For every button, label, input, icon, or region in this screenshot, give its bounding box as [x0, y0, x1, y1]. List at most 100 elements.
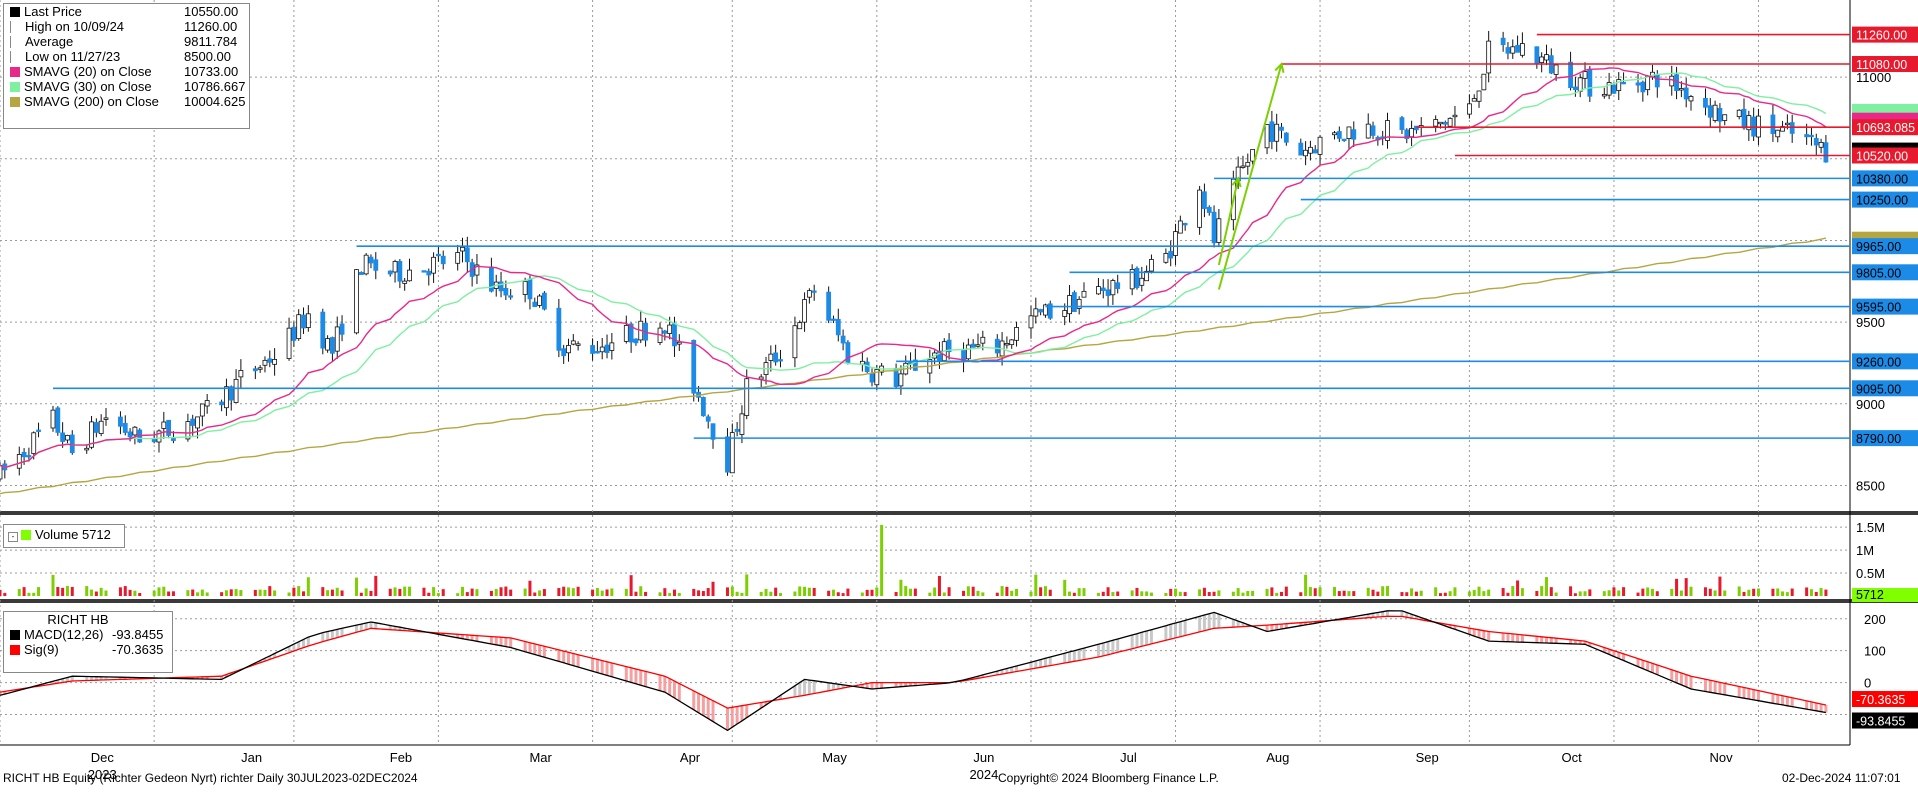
macd-legend-item[interactable]: Sig(9) -70.3635 [4, 642, 172, 657]
legend-item[interactable]: SMAVG (20) on Close 10733.00 [4, 64, 249, 79]
volume-bar [61, 587, 65, 596]
macd-legend-item[interactable]: MACD(12,26) -93.8455 [4, 627, 172, 642]
volume-bar [566, 587, 570, 596]
volume-tag [1852, 588, 1918, 602]
candle-body [522, 281, 528, 295]
volume-bar [1520, 588, 1524, 596]
volume-bar [1174, 588, 1178, 596]
volume-bar [133, 590, 137, 596]
candle-body [676, 341, 682, 345]
volume-bar [1265, 588, 1269, 596]
candle-body [1115, 282, 1121, 290]
volume-bar [600, 590, 604, 596]
volume-bar [1145, 591, 1149, 596]
collapse-icon[interactable]: - [8, 532, 18, 542]
candle-body [1081, 290, 1087, 298]
volume-bar [1448, 591, 1452, 596]
volume-bar [191, 589, 195, 596]
candle-body [224, 386, 229, 409]
candle-body [869, 373, 875, 383]
volume-bar [880, 524, 884, 596]
macd-tag-label: -93.8455 [1856, 715, 1905, 729]
level-tag-label: 9095.00 [1856, 382, 1901, 396]
volume-bar [542, 589, 546, 596]
candle-body [1336, 131, 1342, 139]
volume-bar [1737, 586, 1741, 596]
candle-body [628, 323, 634, 343]
volume-bar [1280, 591, 1284, 596]
candle-body [975, 344, 981, 347]
x-axis-label: Jul [1120, 750, 1137, 765]
candle-body [768, 353, 774, 361]
candle-body [31, 432, 37, 454]
candle-body [980, 336, 986, 344]
volume-bar [287, 592, 291, 596]
macd-tick-label: 200 [1864, 612, 1886, 627]
candle-body [421, 270, 427, 273]
legend-item[interactable]: High on 10/09/24 11260.00 [4, 19, 249, 34]
volume-bar [292, 587, 296, 596]
candle-body [1683, 87, 1689, 100]
legend-item[interactable]: SMAVG (30) on Close 10786.667 [4, 79, 249, 94]
volume-bar [1342, 590, 1346, 596]
legend-value: 11260.00 [184, 19, 238, 34]
year-label: 2023 [88, 767, 117, 782]
legend-value: 10733.00 [184, 64, 239, 79]
candle-body [238, 370, 244, 378]
volume-bar [1641, 588, 1645, 596]
candle-body [744, 378, 750, 416]
volume-bar [803, 586, 807, 596]
volume-bar [1487, 589, 1491, 596]
volume-bar [1516, 580, 1520, 596]
legend-item[interactable]: SMAVG (200) on Close 10004.625 [4, 94, 249, 109]
legend-label: SMAVG (30) on Close [24, 79, 152, 94]
legend-item[interactable]: Last Price 10550.00 [4, 4, 249, 19]
candle-body [1173, 231, 1178, 256]
volume-bar [629, 575, 633, 596]
volume-bar [422, 587, 426, 596]
candle-body [1279, 126, 1284, 131]
level-tag-label: 10250.00 [1856, 194, 1908, 208]
candle-body [802, 299, 807, 323]
volume-bar [1544, 577, 1548, 596]
volume-legend: - Volume 5712 [3, 524, 125, 548]
volume-bar [701, 591, 705, 596]
volume-bar [962, 590, 966, 596]
volume-bar [557, 588, 561, 596]
legend-item[interactable]: Low on 11/27/23 8500.00 [4, 49, 249, 64]
volume-bar [1650, 588, 1654, 596]
volume-tick-label: 0.5M [1856, 566, 1885, 581]
volume-tag-label: 5712 [1856, 588, 1884, 602]
x-axis-label: Feb [390, 750, 412, 765]
candle-body [1568, 61, 1573, 89]
candle-body [1640, 81, 1646, 93]
volume-bar [1684, 578, 1688, 596]
level-tag [1852, 298, 1918, 315]
volume-bar [1617, 590, 1621, 596]
volume-bar [528, 580, 532, 596]
candle-body [1014, 327, 1019, 341]
candle-body [228, 386, 234, 401]
candle-body [1433, 119, 1439, 127]
legend-item[interactable]: Average 9811.784 [4, 34, 249, 49]
volume-bar [1015, 588, 1019, 596]
x-axis-label: Mar [529, 750, 552, 765]
volume-bar [1723, 590, 1727, 596]
candle-body [291, 326, 297, 341]
volume-bar [1419, 590, 1423, 596]
volume-bar [509, 589, 513, 596]
volume-bar [171, 591, 175, 596]
macd-legend-swatch [10, 644, 20, 655]
candle-body [912, 359, 918, 371]
trend-arrow [1217, 63, 1283, 290]
volume-bar [981, 592, 985, 596]
volume-bar [759, 591, 763, 596]
volume-bar [51, 574, 55, 596]
candle-body [464, 247, 470, 263]
candle-body [1577, 77, 1583, 92]
legend-swatch [10, 81, 20, 92]
volume-bar [807, 587, 811, 596]
legend-value: 10550.00 [184, 4, 239, 19]
candle-body [1587, 68, 1593, 97]
candle-body [1312, 149, 1318, 154]
